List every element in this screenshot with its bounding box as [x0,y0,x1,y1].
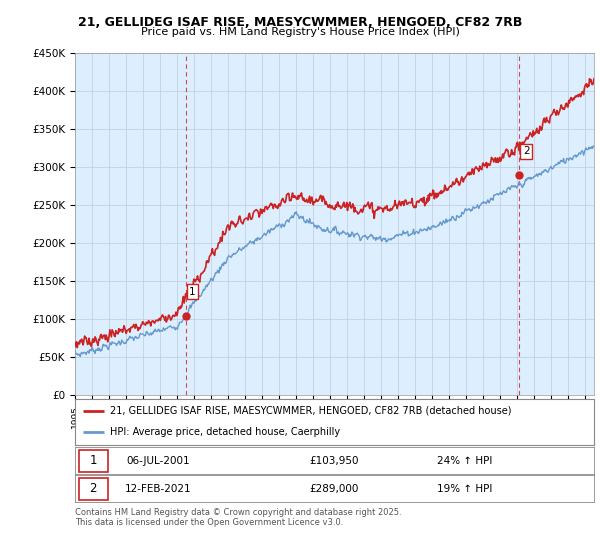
Text: 06-JUL-2001: 06-JUL-2001 [126,456,190,466]
Text: 12-FEB-2021: 12-FEB-2021 [125,484,191,494]
Text: 2: 2 [89,482,97,496]
Text: £289,000: £289,000 [310,484,359,494]
Text: Contains HM Land Registry data © Crown copyright and database right 2025.
This d: Contains HM Land Registry data © Crown c… [75,508,401,528]
Text: Price paid vs. HM Land Registry's House Price Index (HPI): Price paid vs. HM Land Registry's House … [140,27,460,37]
Text: 2: 2 [523,146,529,156]
Text: 1: 1 [189,287,196,297]
FancyBboxPatch shape [79,450,107,472]
Text: 24% ↑ HPI: 24% ↑ HPI [437,456,492,466]
Text: HPI: Average price, detached house, Caerphilly: HPI: Average price, detached house, Caer… [110,427,340,437]
Text: £103,950: £103,950 [310,456,359,466]
Text: 21, GELLIDEG ISAF RISE, MAESYCWMMER, HENGOED, CF82 7RB (detached house): 21, GELLIDEG ISAF RISE, MAESYCWMMER, HEN… [110,406,512,416]
Text: 19% ↑ HPI: 19% ↑ HPI [437,484,492,494]
FancyBboxPatch shape [79,478,107,500]
Text: 21, GELLIDEG ISAF RISE, MAESYCWMMER, HENGOED, CF82 7RB: 21, GELLIDEG ISAF RISE, MAESYCWMMER, HEN… [78,16,522,29]
Text: 1: 1 [89,454,97,468]
